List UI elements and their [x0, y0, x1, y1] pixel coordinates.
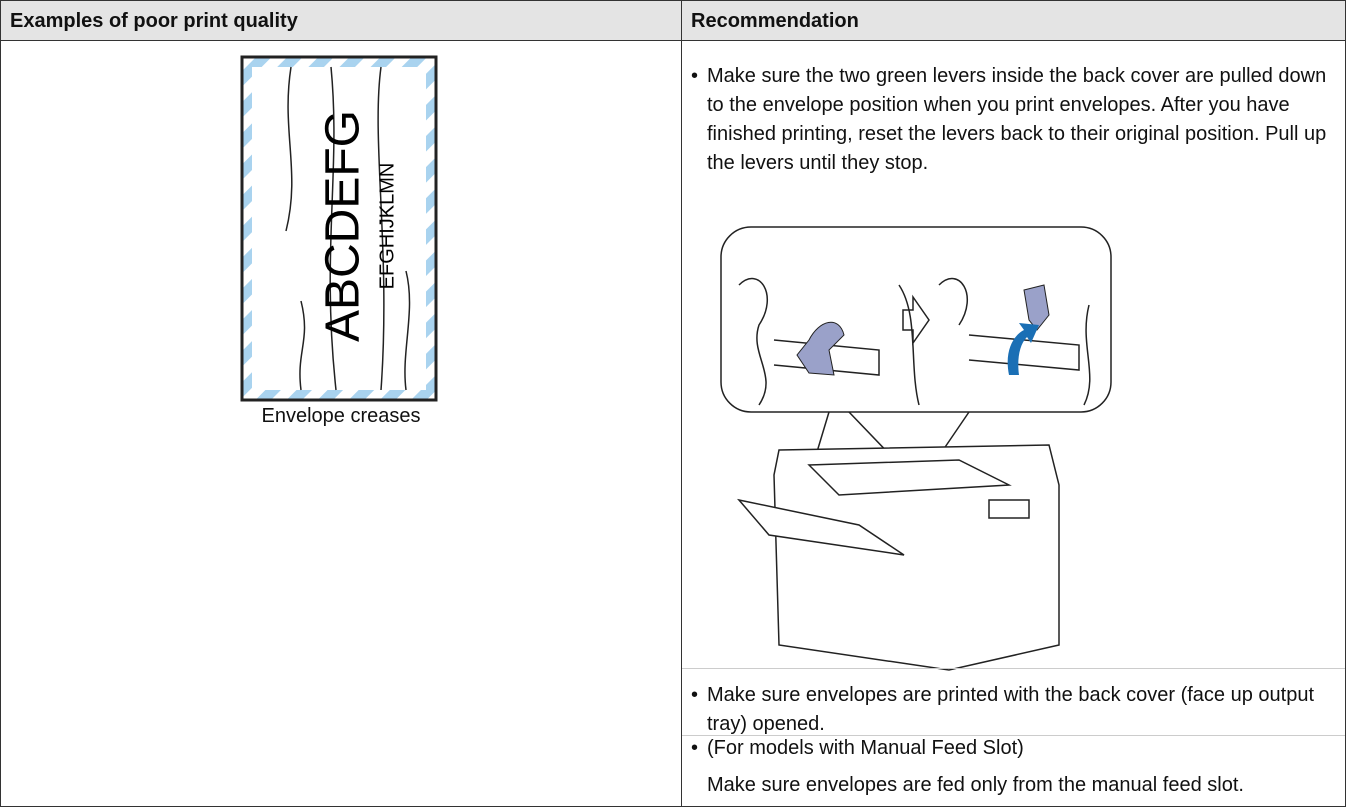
caption: Envelope creases [261, 405, 421, 427]
bullet-item: • Make sure the two green levers inside … [682, 62, 1345, 178]
divider [681, 1, 682, 806]
envelope-illustration: ABCDEFG EFGHIJKLMN [240, 55, 438, 402]
header-cell: Examples of poor print quality [1, 1, 681, 41]
bullet: • [691, 65, 699, 87]
paragraph: Make sure envelopes are fed only from th… [707, 774, 1244, 796]
printer-illustration [720, 226, 1112, 671]
paragraph: Make sure envelopes are printed with the… [707, 684, 1315, 735]
bullet-item: • Make sure envelopes are printed with t… [682, 681, 1345, 739]
bullet: • [691, 737, 699, 759]
separator [682, 735, 1345, 736]
example-subtext: EFGHIJKLMN [376, 163, 398, 290]
bullet: • [691, 684, 699, 706]
paragraph: (For models with Manual Feed Slot) [707, 737, 1024, 759]
separator [682, 668, 1345, 669]
bullet-item: • (For models with Manual Feed Slot) Mak… [682, 734, 1345, 800]
paragraph: Make sure the two green levers inside th… [707, 65, 1327, 174]
example-text: ABCDEFG [317, 110, 370, 342]
header-cell: Recommendation [682, 1, 1345, 41]
